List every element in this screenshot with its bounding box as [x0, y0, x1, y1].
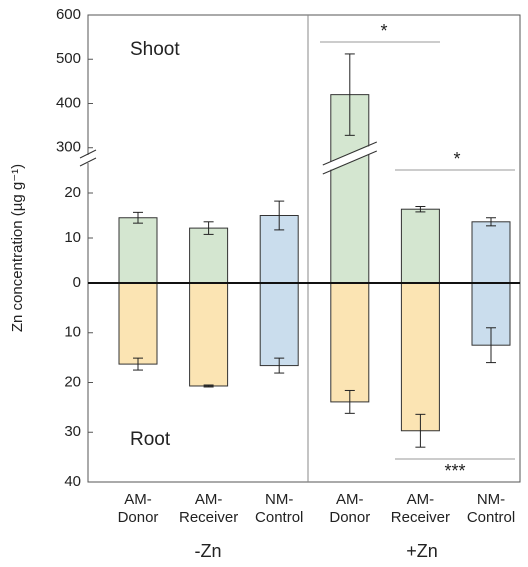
x-tick-label: NM- [477, 491, 505, 508]
bar [400, 208, 440, 284]
group-label: +Zn [406, 541, 438, 561]
x-tick-label: AM- [336, 491, 364, 508]
y-tick-label: 600 [56, 6, 81, 23]
bar [330, 282, 370, 403]
significance-label: *** [444, 461, 465, 481]
bar-break [322, 150, 377, 175]
root-label: Root [130, 429, 171, 450]
x-tick-label: Control [255, 509, 303, 526]
significance-label: * [380, 21, 387, 41]
bar [118, 217, 158, 284]
y-tick-label: 10 [64, 229, 81, 246]
bar-break [322, 141, 377, 166]
x-tick-label: NM- [265, 491, 293, 508]
x-tick-label: Receiver [179, 509, 238, 526]
y-tick-label: 300 [56, 139, 81, 156]
group-label: -Zn [195, 541, 222, 561]
y-tick-label: 30 [64, 423, 81, 440]
axis-break-gap [80, 155, 94, 163]
x-tick-label: Receiver [391, 509, 450, 526]
y-tick-label: 20 [64, 373, 81, 390]
axis-break [79, 149, 97, 159]
bar [471, 221, 511, 284]
significance-label: * [453, 149, 460, 169]
bar [118, 282, 158, 365]
shoot-label: Shoot [130, 39, 180, 60]
bar [189, 282, 229, 387]
y-tick-label: 10 [64, 324, 81, 341]
plot-frame [87, 14, 521, 483]
x-tick-label: Donor [118, 509, 159, 526]
bar [400, 282, 440, 432]
x-tick-label: AM- [124, 491, 152, 508]
bar [189, 227, 229, 284]
x-tick-label: AM- [407, 491, 435, 508]
x-tick-label: Donor [329, 509, 370, 526]
bar [259, 215, 299, 284]
y-tick-label: 400 [56, 94, 81, 111]
x-tick-label: Control [467, 509, 515, 526]
y-tick-label: 40 [64, 473, 81, 490]
bar-break-gap [329, 146, 370, 170]
y-tick-label: 20 [64, 184, 81, 201]
axis-break [79, 157, 97, 167]
y-tick-label: 0 [73, 274, 81, 291]
bar [259, 282, 299, 367]
y-tick-label: 500 [56, 50, 81, 67]
y-axis-label: Zn concentration (µg g⁻¹) [9, 164, 26, 332]
x-tick-label: AM- [195, 491, 223, 508]
